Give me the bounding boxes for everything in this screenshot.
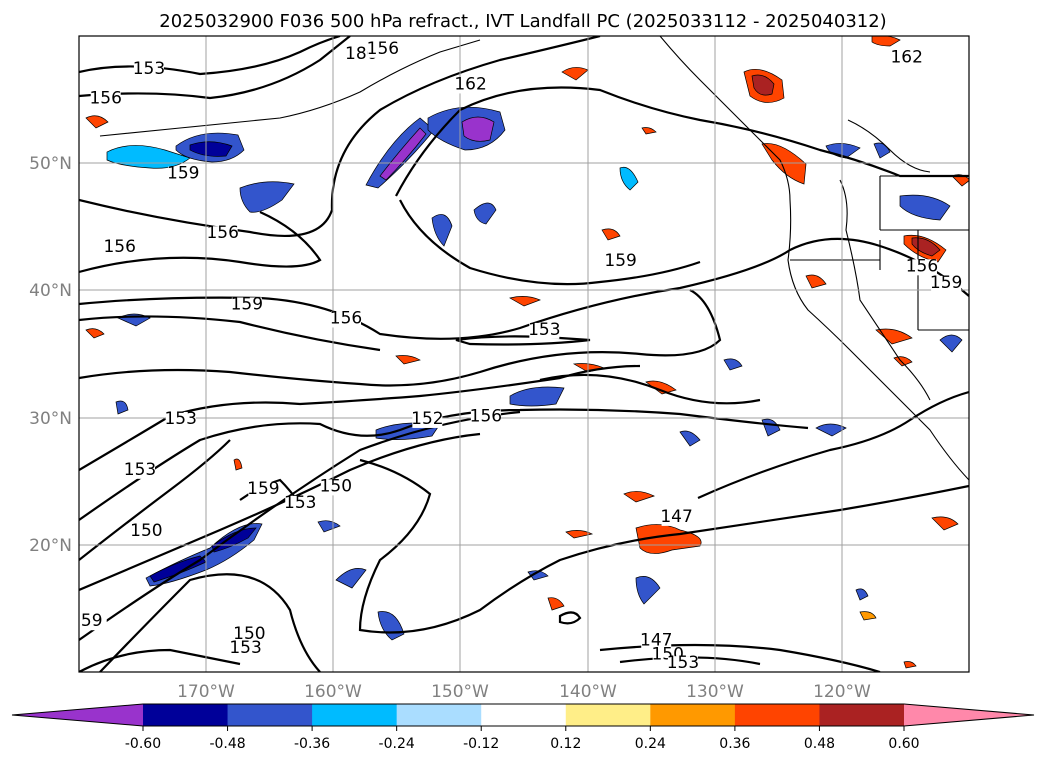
lon-tick-label: 150°W xyxy=(431,682,489,702)
colorbar-tick-label: 0.48 xyxy=(804,736,835,752)
lat-tick-label: 20°N xyxy=(29,536,72,556)
contour-label: 159 xyxy=(930,273,962,293)
colorbar-segment xyxy=(143,704,229,726)
contour-label-bg xyxy=(412,411,443,428)
contour-label-bg xyxy=(667,656,698,672)
lon-tick-label: 140°W xyxy=(559,682,617,702)
colorbar: -0.60 -0.48 -0.36 -0.24 -0.12 0.12 0.24 0.36 0.4… xyxy=(11,703,1035,752)
colorbar-extend-max xyxy=(904,704,1034,726)
colorbar-tick-label: -0.60 xyxy=(125,736,161,752)
contour-label-bg xyxy=(207,226,238,243)
contour-label: 159 xyxy=(247,479,279,499)
contour-label: 153 xyxy=(667,653,699,673)
colorbar-segment xyxy=(819,704,905,726)
contour-label-bg xyxy=(931,275,962,292)
colorbar-segment xyxy=(650,704,736,726)
lat-tick-label: 50°N xyxy=(29,154,72,174)
contour-label-bg xyxy=(891,50,922,67)
lon-tick-label: 170°W xyxy=(177,682,235,702)
contour-label: 153 xyxy=(229,638,261,658)
colorbar-segment xyxy=(312,704,398,726)
contour-label: 153 xyxy=(284,493,316,513)
contour-label-bg xyxy=(90,91,121,108)
contour-label-bg xyxy=(133,62,164,79)
contour-label-bg xyxy=(104,240,135,257)
contour-label-bg xyxy=(455,77,486,94)
plot-title: 2025032900 F036 500 hPa refract., IVT La… xyxy=(159,11,886,32)
colorbar-tick-label: -0.12 xyxy=(463,736,499,752)
contour-label-bg xyxy=(248,481,279,498)
contour-label: 147 xyxy=(660,507,692,527)
map-background xyxy=(79,36,969,672)
contour-label: 156 xyxy=(470,406,502,426)
contour-label-bg xyxy=(79,614,107,631)
height-contour-layer xyxy=(79,36,969,672)
contour-label: 156 xyxy=(206,223,238,243)
contour-label-bg xyxy=(234,626,265,643)
contour-label-bg xyxy=(230,640,261,657)
colorbar-tick-label: -0.24 xyxy=(379,736,415,752)
colorbar-extend-min xyxy=(12,704,143,726)
colorbar-tick-label: 0.24 xyxy=(635,736,666,752)
colorbar-tick-label: -0.48 xyxy=(209,736,245,752)
contour-label: 156 xyxy=(89,88,121,108)
colorbar-segment xyxy=(227,704,313,726)
contour-label: 153 xyxy=(133,59,165,79)
contour-label: 156 xyxy=(103,237,135,257)
contour-labels: 1531561591561561591561531591621621591531… xyxy=(79,39,962,673)
contour-label: 147 xyxy=(640,630,672,650)
lon-tick-label: 120°W xyxy=(813,682,871,702)
lon-tick-label: 130°W xyxy=(686,682,744,702)
contour-label: 162 xyxy=(454,74,486,94)
graticule xyxy=(79,36,969,672)
colorbar-segment xyxy=(734,704,820,726)
contour-label: 159 xyxy=(167,163,199,183)
map-frame xyxy=(78,35,970,673)
contour-label-bg xyxy=(367,41,398,58)
colorbar-tick-label: -0.36 xyxy=(294,736,330,752)
contour-label: 153 xyxy=(164,409,196,429)
contour-label: 59 xyxy=(81,611,103,631)
colorbar-segment xyxy=(565,704,651,726)
contour-label: 152 xyxy=(411,409,443,429)
lon-tick-label: 160°W xyxy=(304,682,362,702)
colorbar-segment xyxy=(396,704,482,726)
contour-label: 156 xyxy=(330,308,362,328)
contour-label: 153 xyxy=(528,320,560,340)
contour-label-bg xyxy=(605,254,636,271)
contour-label-bg xyxy=(231,297,262,314)
contour-label-bg xyxy=(285,495,316,512)
contour-label: 159 xyxy=(604,251,636,271)
contour-label: 150 xyxy=(130,521,162,541)
contour-label-bg xyxy=(320,479,351,496)
contour-label-bg xyxy=(168,166,199,183)
lat-tick-label: 30°N xyxy=(29,409,72,429)
contour-label-bg xyxy=(165,411,196,428)
contour-label-bg xyxy=(131,523,162,540)
contour-label-bg xyxy=(470,409,501,426)
map-content: 1531561591561561591561531591621621591531… xyxy=(79,36,969,673)
contour-label-bg xyxy=(641,633,672,650)
contour-label-bg xyxy=(906,259,937,276)
contour-label: 150 xyxy=(233,624,265,644)
colorbar-tick-label: 0.12 xyxy=(550,736,581,752)
contour-label-bg xyxy=(331,311,361,328)
contour-label: 153 xyxy=(124,460,156,480)
colorbar-tick-label: 0.60 xyxy=(888,736,919,752)
contour-label: 150 xyxy=(320,476,352,496)
contour-label: 162 xyxy=(890,48,922,68)
contour-label-bg xyxy=(661,509,692,526)
colorbar-segment xyxy=(481,704,567,726)
lat-tick-label: 40°N xyxy=(29,281,72,301)
contour-label: 156 xyxy=(906,256,938,276)
contour-label: 156 xyxy=(367,39,399,59)
coastline-layer xyxy=(99,36,969,481)
contour-label-bg xyxy=(125,462,156,479)
contour-label-bg xyxy=(529,322,560,339)
colorbar-tick-label: 0.36 xyxy=(719,736,750,752)
contour-label: 159 xyxy=(231,294,263,314)
